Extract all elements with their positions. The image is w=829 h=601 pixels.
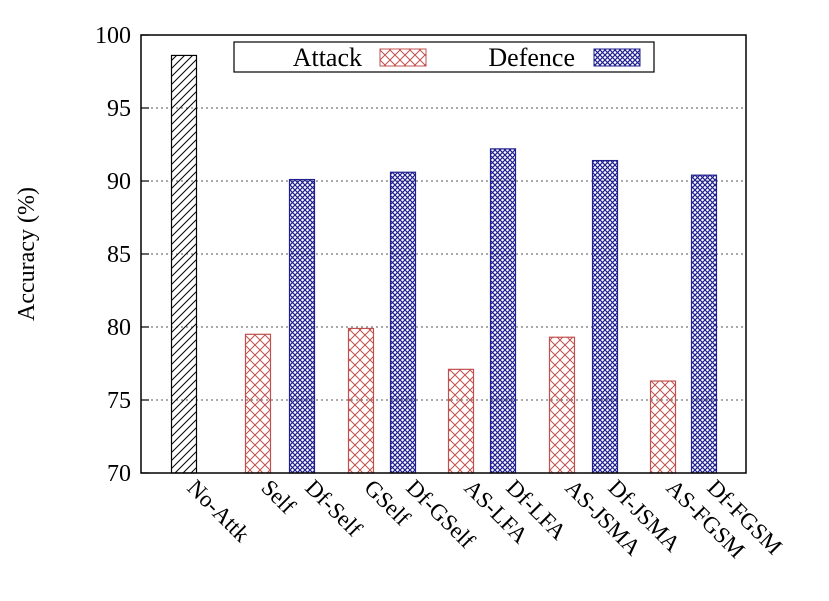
y-tick-label-75: 75 <box>107 388 131 414</box>
bar-df-gself <box>389 171 417 474</box>
bar-as-lfa <box>447 368 475 474</box>
x-axis-category-labels: No-Attk Self Df-SelfGSelfDf-GSelfAS-LFADf-… <box>182 475 787 563</box>
bar-as-fgsm <box>649 380 677 474</box>
legend: Attack Defence <box>233 41 655 73</box>
bar-df-fgsm <box>690 174 718 474</box>
legend-box <box>233 41 655 73</box>
bar-gself <box>347 327 375 474</box>
y-tick-label-80: 80 <box>107 315 131 341</box>
y-tick-label-100: 100 <box>95 23 131 49</box>
x-label-self: Self <box>256 475 300 519</box>
bar-df-self <box>288 178 316 474</box>
y-tick-label-85: 85 <box>107 242 131 268</box>
bar-df-lfa <box>489 148 517 474</box>
bar-no-attk <box>170 54 198 474</box>
y-tick-label-95: 95 <box>107 96 131 122</box>
y-axis-label: Accuracy (%) <box>14 187 40 321</box>
x-label-df-self: Df-Self <box>300 475 367 542</box>
x-label-no-attk: No-Attk <box>182 475 254 547</box>
bars <box>170 54 718 474</box>
bar-self <box>244 333 272 474</box>
legend-label-defence: Defence <box>488 43 575 72</box>
grid-lines <box>141 107 746 401</box>
x-label-gself: GSelf <box>359 475 415 531</box>
legend-label-attack: Attack <box>293 43 362 72</box>
y-tick-label-90: 90 <box>107 169 131 195</box>
bar-df-jsma <box>591 159 619 474</box>
bar-as-jsma <box>548 336 576 474</box>
legend-swatch-defence <box>593 48 641 67</box>
legend-swatch-attack <box>379 48 427 67</box>
y-tick-label-70: 70 <box>107 461 131 487</box>
y-axis-ticks: 70 75 80 85 90 95 100 <box>95 23 149 487</box>
